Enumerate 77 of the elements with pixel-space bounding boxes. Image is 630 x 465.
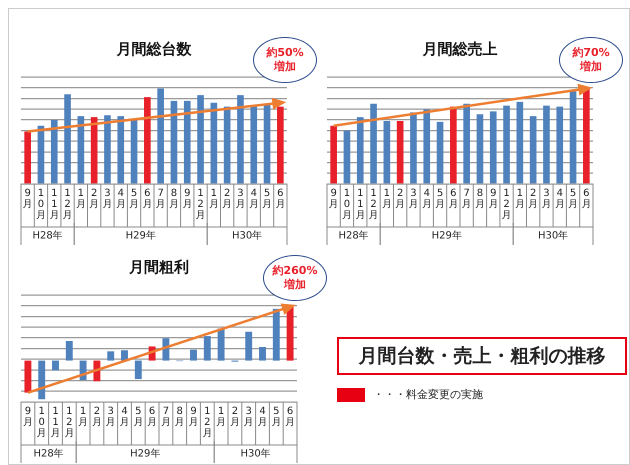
x-tick-label: 8月 — [474, 188, 485, 210]
x-tick-label: 8月 — [174, 406, 185, 428]
x-tick-label: 9月 — [182, 188, 192, 210]
x-tick-label: 7月 — [156, 188, 166, 210]
x-tick-label: 9月 — [488, 188, 498, 210]
x-tick-label: 7月 — [160, 406, 171, 428]
x-tick-label: 8月 — [168, 188, 179, 210]
text: H30年 — [538, 230, 568, 242]
x-tick-label: 3月 — [244, 406, 254, 428]
x-tick-label: 10月 — [36, 188, 46, 222]
text: ・・・料金変更の実施 — [373, 387, 483, 402]
x-tick-label: 12月 — [202, 406, 212, 440]
x-tick-label: 4月 — [116, 188, 126, 210]
x-tick-label: 5月 — [133, 406, 144, 428]
x-tick-label: 5月 — [262, 188, 272, 210]
x-tick-label: 3月 — [106, 406, 116, 428]
x-tick-label: 2月 — [395, 188, 406, 210]
x-tick-label: 4月 — [120, 406, 130, 428]
x-tick-label: 9月 — [22, 406, 33, 428]
text: H28年 — [338, 230, 369, 242]
text: H29年 — [126, 230, 156, 242]
x-tick-label: 4月 — [554, 188, 565, 210]
x-tick-label: 11月 — [49, 188, 60, 222]
x-tick-label: 9月 — [188, 406, 198, 428]
x-tick-label: 4月 — [258, 406, 268, 428]
speech-bubble: 約260% 増加 — [263, 255, 327, 301]
x-tick-label: 5月 — [271, 406, 282, 428]
text: H29年 — [130, 448, 160, 460]
x-tick-label: 5月 — [129, 188, 140, 210]
speech-bubble: 約50% 増加 — [253, 37, 317, 83]
x-tick-label: 1月 — [78, 406, 88, 428]
text: H30年 — [232, 230, 262, 242]
x-tick-label: 2月 — [89, 188, 100, 210]
text: H28年 — [33, 448, 64, 460]
x-tick-label: 5月 — [435, 188, 446, 210]
x-tick-label: 2月 — [92, 406, 102, 428]
speech-bubble: 約70% 増加 — [559, 37, 623, 83]
x-tick-label: 6月 — [275, 188, 286, 210]
x-tick-label: 12月 — [502, 188, 512, 222]
text: H30年 — [240, 448, 271, 460]
x-tick-label: 6月 — [581, 188, 592, 210]
x-tick-label: 2月 — [222, 188, 232, 210]
x-tick-label: 1月 — [514, 188, 525, 210]
x-tick-label: 6月 — [147, 406, 158, 428]
chart-title: 月間総台数 — [116, 40, 192, 58]
x-tick-label: 6月 — [142, 188, 152, 210]
x-tick-label: 12月 — [62, 188, 73, 222]
x-tick-label: 7月 — [462, 188, 472, 210]
x-tick-label: 10月 — [36, 406, 47, 440]
x-tick-label: 3月 — [408, 188, 418, 210]
x-tick-label: 9月 — [22, 188, 33, 210]
x-tick-label: 1月 — [382, 188, 392, 210]
x-tick-label: 5月 — [568, 188, 578, 210]
x-tick-label: 11月 — [50, 406, 60, 440]
x-tick-label: 3月 — [102, 188, 112, 210]
x-tick-label: 12月 — [64, 406, 74, 440]
x-tick-label: 1月 — [216, 406, 226, 428]
chart-title: 月間総売上 — [422, 40, 498, 58]
x-tick-label: 1月 — [76, 188, 86, 210]
chart-title: 月間粗利 — [128, 258, 189, 276]
x-tick-label: 3月 — [235, 188, 246, 210]
x-tick-label: 2月 — [230, 406, 240, 428]
text: H28年 — [32, 230, 63, 242]
x-tick-label: 12月 — [368, 188, 379, 222]
x-tick-label: 6月 — [448, 188, 458, 210]
x-tick-label: 12月 — [196, 188, 206, 222]
text: 月間台数・売上・粗利の推移 — [337, 337, 627, 375]
x-tick-label: 4月 — [248, 188, 259, 210]
x-tick-label: 4月 — [422, 188, 432, 210]
x-tick-label: 9月 — [328, 188, 339, 210]
x-tick-label: 6月 — [285, 406, 296, 428]
x-tick-label: 2月 — [528, 188, 538, 210]
x-tick-label: 10月 — [342, 188, 352, 222]
x-tick-label: 3月 — [541, 188, 552, 210]
x-tick-label: 1月 — [208, 188, 219, 210]
text: H29年 — [432, 230, 462, 242]
x-tick-label: 11月 — [355, 188, 366, 222]
